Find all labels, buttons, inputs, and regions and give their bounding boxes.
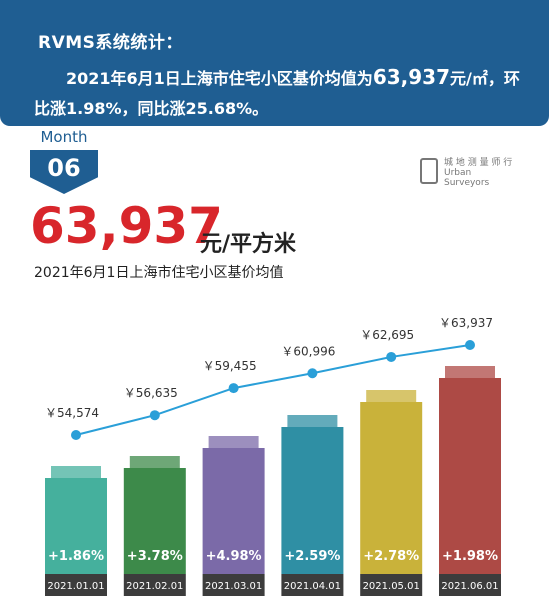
price-bar — [360, 402, 423, 574]
date-box — [202, 574, 265, 596]
trend-point — [228, 383, 239, 394]
worker-silhouette-icon — [51, 466, 101, 478]
banner-title: RVMS系统统计： — [38, 33, 183, 53]
worker-silhouette-icon — [208, 436, 259, 448]
logo-line-1: 城 地 测 量 师 行 — [444, 158, 513, 168]
trend-point — [386, 351, 397, 362]
trend-line — [75, 344, 471, 436]
price-bar — [123, 468, 186, 574]
logo-line-3: Surveyors — [444, 178, 490, 188]
trend-point — [71, 430, 81, 440]
change-label: +4.98% — [206, 549, 262, 564]
date-label: 2021.05.01 — [363, 581, 420, 592]
price-bar — [45, 478, 107, 574]
month-badge-group: Month 06 — [30, 126, 98, 196]
banner-text-post: 元/㎡，环比涨1.98%，同比涨25.68%。 — [34, 69, 520, 118]
headline-subtitle: 2021年6月1日上海市住宅小区基价均值 — [34, 265, 284, 281]
change-label: +2.78% — [363, 549, 419, 564]
banner-text-pre: 2021年6月1日上海市住宅小区基价均值为 — [66, 69, 373, 88]
banner-value: 63,937 — [372, 65, 450, 89]
value-label: ￥62,695 — [360, 328, 414, 342]
date-box — [439, 574, 501, 596]
value-label: ￥63,937 — [439, 316, 493, 330]
price-bar — [439, 378, 501, 574]
value-label: ￥60,996 — [281, 344, 335, 358]
logo-line-2: Urban — [444, 168, 472, 178]
date-box — [281, 574, 344, 596]
change-label: +1.98% — [442, 549, 498, 564]
worker-silhouette-icon — [366, 390, 417, 402]
value-label: ￥59,455 — [203, 359, 257, 373]
price-bar — [202, 448, 265, 574]
month-label: Month — [40, 128, 88, 146]
logo-text: 城 地 测 量 师 行 Urban Surveyors — [444, 158, 512, 188]
value-label: ￥54,574 — [45, 406, 99, 420]
change-label: +3.78% — [127, 549, 183, 564]
banner-text: 2021年6月1日上海市住宅小区基价均值为63,937元/㎡，环比涨1.98%，… — [34, 62, 534, 124]
change-label: +2.59% — [284, 549, 340, 564]
headline-unit: 元/平方米 — [200, 232, 297, 257]
date-label: 2021.06.01 — [441, 581, 498, 592]
logo-mark-icon — [420, 158, 438, 184]
headline-value: 63,937 — [30, 197, 223, 255]
trend-point — [307, 368, 318, 379]
date-label: 2021.02.01 — [126, 581, 183, 592]
price-bar — [281, 427, 344, 574]
worker-silhouette-icon — [129, 456, 180, 468]
date-box — [45, 574, 107, 596]
summary-banner: RVMS系统统计： 2021年6月1日上海市住宅小区基价均值为63,937元/㎡… — [0, 0, 549, 126]
date-label: 2021.01.01 — [47, 581, 104, 592]
company-logo: 城 地 测 量 师 行 Urban Surveyors — [420, 158, 520, 188]
date-label: 2021.03.01 — [205, 581, 262, 592]
trend-point — [465, 340, 475, 350]
date-label: 2021.04.01 — [284, 581, 341, 592]
date-box — [123, 574, 186, 596]
worker-silhouette-icon — [287, 415, 338, 427]
worker-silhouette-icon — [445, 366, 495, 378]
trend-point — [149, 410, 160, 421]
value-label: ￥56,635 — [124, 386, 178, 400]
date-box — [360, 574, 423, 596]
month-badge: 06 — [30, 150, 98, 194]
change-label: +1.86% — [48, 549, 104, 564]
